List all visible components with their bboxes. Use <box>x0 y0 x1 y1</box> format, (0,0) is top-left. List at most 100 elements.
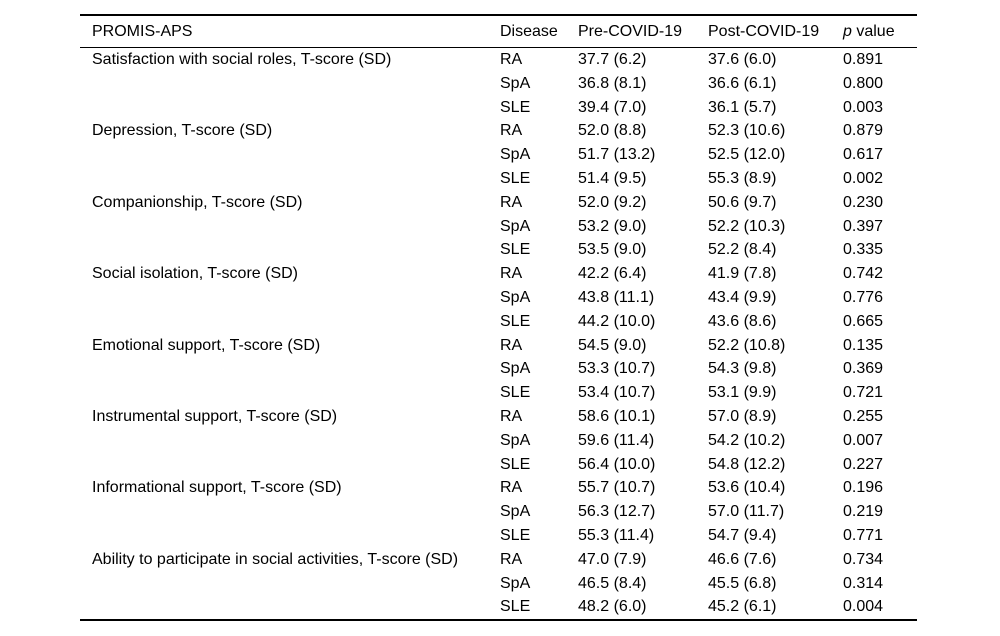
table-row: SpA 36.8 (8.1) 36.6 (6.1) 0.800 <box>80 72 917 96</box>
pre-covid-cell: 55.3 (11.4) <box>578 526 655 544</box>
table-body: Satisfaction with social roles, T-score … <box>80 48 917 621</box>
pre-covid-cell: 59.6 (11.4) <box>578 431 655 449</box>
post-covid-cell: 43.4 (9.9) <box>708 288 777 306</box>
post-covid-cell: 54.3 (9.8) <box>708 360 777 378</box>
post-covid-cell: 52.3 (10.6) <box>708 122 786 140</box>
table-row: Companionship, T-score (SD) RA 52.0 (9.2) 5… <box>80 191 917 215</box>
post-covid-cell: 57.0 (11.7) <box>708 503 785 521</box>
pre-covid-cell: 53.2 (9.0) <box>578 217 647 235</box>
p-value-cell: 0.230 <box>843 193 884 211</box>
pre-covid-cell: 43.8 (11.1) <box>578 288 655 306</box>
table-row: SpA 56.3 (12.7) 57.0 (11.7) 0.219 <box>80 500 917 524</box>
p-value-cell: 0.879 <box>843 122 884 140</box>
disease-cell: SLE <box>500 98 531 116</box>
measure-label: Instrumental support, T-score (SD) <box>92 407 338 425</box>
post-covid-cell: 41.9 (7.8) <box>708 265 777 283</box>
pre-covid-cell: 58.6 (10.1) <box>578 407 656 425</box>
p-value-cell: 0.255 <box>843 407 884 425</box>
post-covid-cell: 52.2 (10.3) <box>708 217 786 235</box>
p-value-cell: 0.007 <box>843 431 884 449</box>
table-row: SpA 51.7 (13.2) 52.5 (12.0) 0.617 <box>80 143 917 167</box>
disease-cell: RA <box>500 407 523 425</box>
p-value-italic-p: p <box>843 22 852 40</box>
table-row: Satisfaction with social roles, T-score … <box>80 48 917 72</box>
table-row: SLE 39.4 (7.0) 36.1 (5.7) 0.003 <box>80 96 917 120</box>
post-covid-cell: 46.6 (7.6) <box>708 550 777 568</box>
p-value-cell: 0.004 <box>843 598 884 616</box>
p-value-cell: 0.369 <box>843 360 884 378</box>
post-covid-cell: 52.2 (10.8) <box>708 336 786 354</box>
table-row: SpA 43.8 (11.1) 43.4 (9.9) 0.776 <box>80 286 917 310</box>
pre-covid-cell: 55.7 (10.7) <box>578 479 656 497</box>
p-value-cell: 0.734 <box>843 550 884 568</box>
p-value-cell: 0.002 <box>843 169 884 187</box>
disease-cell: SLE <box>500 384 531 402</box>
post-covid-cell: 52.5 (12.0) <box>708 146 786 164</box>
disease-cell: RA <box>500 265 523 283</box>
post-covid-cell: 37.6 (6.0) <box>708 51 777 68</box>
table-row: SLE 56.4 (10.0) 54.8 (12.2) 0.227 <box>80 453 917 477</box>
pre-covid-cell: 54.5 (9.0) <box>578 336 647 354</box>
measure-label: Informational support, T-score (SD) <box>92 479 342 497</box>
disease-cell: RA <box>500 193 523 211</box>
disease-cell: SpA <box>500 288 531 306</box>
disease-cell: SpA <box>500 74 531 92</box>
table-row: Depression, T-score (SD) RA 52.0 (8.8) 52.3… <box>80 119 917 143</box>
disease-cell: RA <box>500 51 523 68</box>
table-row: SLE 51.4 (9.5) 55.3 (8.9) 0.002 <box>80 167 917 191</box>
column-header-promis-aps: PROMIS-APS <box>80 15 500 48</box>
pre-covid-cell: 42.2 (6.4) <box>578 265 647 283</box>
disease-cell: SLE <box>500 169 531 187</box>
disease-cell: RA <box>500 122 523 140</box>
table-row: Ability to participate in social activit… <box>80 548 917 572</box>
table-row: SLE 53.4 (10.7) 53.1 (9.9) 0.721 <box>80 381 917 405</box>
disease-cell: SpA <box>500 217 531 235</box>
p-value-cell: 0.776 <box>843 288 884 306</box>
p-value-cell: 0.196 <box>843 479 884 497</box>
post-covid-cell: 36.1 (5.7) <box>708 98 777 116</box>
table-row: Social isolation, T-score (SD) RA 42.2 (6.… <box>80 262 917 286</box>
p-value-cell: 0.771 <box>843 526 884 544</box>
p-value-cell: 0.721 <box>843 384 884 402</box>
pre-covid-cell: 52.0 (8.8) <box>578 122 647 140</box>
table-row: SLE 53.5 (9.0) 52.2 (8.4) 0.335 <box>80 238 917 262</box>
post-covid-cell: 52.2 (8.4) <box>708 241 777 259</box>
p-value-cell: 0.135 <box>843 336 884 354</box>
pre-covid-cell: 53.5 (9.0) <box>578 241 647 259</box>
pre-covid-cell: 39.4 (7.0) <box>578 98 647 116</box>
pre-covid-cell: 36.8 (8.1) <box>578 74 647 92</box>
p-value-cell: 0.742 <box>843 265 884 283</box>
post-covid-cell: 54.2 (10.2) <box>708 431 786 449</box>
post-covid-cell: 45.5 (6.8) <box>708 574 777 592</box>
post-covid-cell: 54.7 (9.4) <box>708 526 777 544</box>
table-row: SpA 59.6 (11.4) 54.2 (10.2) 0.007 <box>80 429 917 453</box>
disease-cell: SpA <box>500 146 531 164</box>
disease-cell: SpA <box>500 431 531 449</box>
measure-label: Ability to participate in social activit… <box>92 550 459 568</box>
disease-cell: SpA <box>500 503 531 521</box>
p-value-cell: 0.314 <box>843 574 884 592</box>
post-covid-cell: 45.2 (6.1) <box>708 598 777 616</box>
pre-covid-cell: 47.0 (7.9) <box>578 550 647 568</box>
column-header-post-covid: Post-COVID-19 <box>708 15 843 48</box>
pre-covid-cell: 46.5 (8.4) <box>578 574 647 592</box>
post-covid-cell: 43.6 (8.6) <box>708 312 777 330</box>
disease-cell: SLE <box>500 598 531 616</box>
pre-covid-cell: 56.3 (12.7) <box>578 503 656 521</box>
p-value-cell: 0.397 <box>843 217 884 235</box>
p-value-cell: 0.219 <box>843 503 884 521</box>
measure-label: Social isolation, T-score (SD) <box>92 265 298 283</box>
table-row: SpA 53.3 (10.7) 54.3 (9.8) 0.369 <box>80 357 917 381</box>
column-header-disease: Disease <box>500 15 578 48</box>
table-row: Emotional support, T-score (SD) RA 54.5 (9… <box>80 334 917 358</box>
disease-cell: SLE <box>500 526 531 544</box>
disease-cell: SLE <box>500 312 531 330</box>
disease-cell: RA <box>500 479 523 497</box>
table-row: SLE 55.3 (11.4) 54.7 (9.4) 0.771 <box>80 524 917 548</box>
table-row: Instrumental support, T-score (SD) RA 58.6… <box>80 405 917 429</box>
p-value-rest: value <box>851 22 895 40</box>
header-row: PROMIS-APS Disease Pre-COVID-19 Post-COV… <box>80 15 917 48</box>
disease-cell: SpA <box>500 360 531 378</box>
table-row: SLE 44.2 (10.0) 43.6 (8.6) 0.665 <box>80 310 917 334</box>
